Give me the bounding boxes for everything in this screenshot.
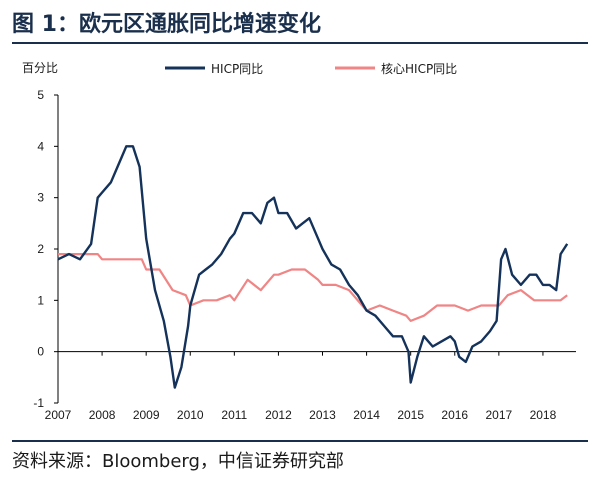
x-tick-label: 2011 — [221, 408, 247, 422]
series-line-core-hicp — [58, 253, 568, 322]
inflation-line-chart: 百分比 HICP同比 核心HICP同比 5 4 3 2 1 0 -1 2007 2008 2009… — [22, 61, 576, 422]
x-tick-label: 2012 — [265, 408, 292, 422]
x-tick-label: 2018 — [530, 408, 557, 422]
series-line-hicp — [57, 145, 569, 389]
figure-title: 图 1：欧元区通胀同比增速变化 — [12, 12, 321, 37]
y-tick-label: 3 — [37, 191, 44, 205]
x-tick-label: 2009 — [133, 408, 160, 422]
y-tick-label: 4 — [37, 139, 44, 153]
y-tick-label: 5 — [37, 88, 44, 102]
x-tick-label: 2014 — [353, 408, 380, 422]
y-tick-label: 1 — [37, 293, 44, 307]
series-lines — [57, 145, 569, 389]
x-tick-label: 2013 — [309, 408, 336, 422]
x-tick-label: 2008 — [89, 408, 116, 422]
y-tick-label: -1 — [33, 396, 44, 410]
legend: HICP同比 核心HICP同比 — [165, 62, 457, 76]
x-tick-label: 2015 — [397, 408, 424, 422]
legend-label: HICP同比 — [211, 62, 263, 76]
title-divider — [12, 42, 588, 44]
x-axis-ticks: 2007 2008 2009 2010 2011 2012 2013 2014 2015 2016… — [45, 351, 557, 422]
y-tick-label: 2 — [37, 242, 44, 256]
y-tick-label: 0 — [37, 345, 44, 359]
x-tick-label: 2017 — [485, 408, 512, 422]
y-axis-ticks: 5 4 3 2 1 0 -1 — [33, 88, 58, 410]
legend-label: 核心HICP同比 — [381, 62, 457, 76]
source-note: 资料来源：Bloomberg，中信证券研究部 — [12, 451, 344, 472]
source-divider — [12, 440, 588, 442]
y-axis-label: 百分比 — [22, 61, 58, 75]
x-tick-label: 2010 — [177, 408, 204, 422]
x-tick-label: 2016 — [441, 408, 468, 422]
x-tick-label: 2007 — [45, 408, 72, 422]
